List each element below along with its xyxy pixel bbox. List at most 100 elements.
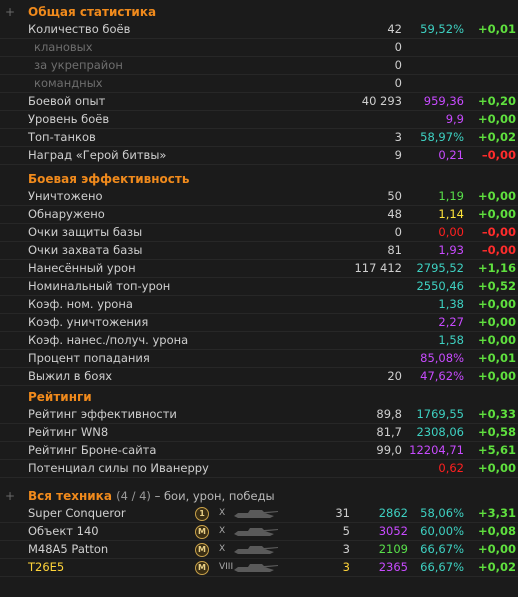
stat-delta: –0,00 (481, 243, 516, 257)
stat-average: 85,08% (420, 351, 464, 365)
stat-average: 12204,71 (409, 443, 464, 457)
stat-total: 20 (387, 369, 402, 383)
stat-average: 2,27 (438, 315, 464, 329)
stat-delta: +0,00 (477, 315, 516, 329)
stat-average: 58,97% (420, 130, 464, 144)
stat-total: 48 (387, 207, 402, 221)
stat-row: Рейтинг WN8 81,7 2308,06 +0,58 (0, 424, 518, 442)
stat-row: Рейтинг Броне-сайта 99,0 12204,71 +5,61 (0, 442, 518, 460)
vehicle-name: T26E5 (28, 560, 65, 574)
stat-label: командных (34, 76, 103, 90)
section-ratings: Рейтинги Рейтинг эффективности 89,8 1769,5… (0, 389, 518, 478)
vehicle-delta: +0,00 (477, 542, 516, 556)
vehicle-delta: +0,02 (477, 560, 516, 574)
stat-label: за укрепрайон (34, 58, 123, 72)
subtitle-text: – бои, урон, победы (154, 489, 275, 503)
stat-delta: –0,00 (481, 148, 516, 162)
stat-total: 99,0 (376, 443, 402, 457)
stat-row: за укрепрайон 0 (0, 57, 518, 75)
section-subtitle: (4 / 4) – бои, урон, победы (116, 489, 275, 503)
stat-average: 0,62 (438, 461, 464, 475)
stat-average: 47,62% (420, 369, 464, 383)
mastery-badge-icon: M (195, 543, 209, 557)
vehicle-damage: 2109 (378, 542, 408, 556)
stat-label: Боевой опыт (28, 94, 106, 108)
stat-row: Потенциал силы по Иванерру 0,62 +0,00 (0, 460, 518, 478)
stat-delta: +0,00 (477, 189, 516, 203)
stat-delta: +0,02 (477, 130, 516, 144)
stat-total: 0 (394, 76, 402, 90)
stat-average: 1,14 (438, 207, 464, 221)
stat-label: Коэф. нанес./получ. урона (28, 333, 189, 347)
stat-label: Нанесённый урон (28, 261, 136, 275)
vehicle-tier: X (219, 526, 226, 536)
section-header[interactable]: Боевая эффективность (0, 171, 518, 188)
stat-label: Наград «Герой битвы» (28, 148, 167, 162)
stat-average: 2550,46 (416, 279, 464, 293)
stat-average: 2795,52 (416, 261, 464, 275)
vehicle-battles: 3 (342, 560, 350, 574)
stat-label: Рейтинг Броне-сайта (28, 443, 157, 457)
stat-delta: +5,61 (477, 443, 516, 457)
vehicle-winrate: 66,67% (420, 560, 464, 574)
tank-icon (232, 507, 280, 524)
vehicle-count: (4 / 4) (116, 489, 151, 503)
expand-icon[interactable]: + (5, 5, 16, 19)
section-header[interactable]: + Общая статистика (0, 4, 518, 21)
stat-delta: +0,00 (477, 297, 516, 311)
stat-row: Уровень боёв 9,9 +0,00 (0, 111, 518, 129)
section-header[interactable]: + Вся техника (4 / 4) – бои, урон, побед… (0, 488, 518, 505)
stat-row: Уничтожено 50 1,19 +0,00 (0, 188, 518, 206)
stat-total: 40 293 (361, 94, 402, 108)
stat-average: 2308,06 (416, 425, 464, 439)
vehicle-tier: VIII (219, 562, 234, 572)
tank-icon (232, 561, 280, 578)
stat-delta: +0,00 (477, 369, 516, 383)
vehicle-row[interactable]: M48A5 Patton M X 3 2109 66,67% +0,00 (0, 541, 518, 559)
stat-row: Коэф. уничтожения 2,27 +0,00 (0, 314, 518, 332)
stat-delta: +0,33 (477, 407, 516, 421)
stat-row: Коэф. ном. урона 1,38 +0,00 (0, 296, 518, 314)
stat-total: 50 (387, 189, 402, 203)
stat-delta: –0,00 (481, 225, 516, 239)
section-general-stats: + Общая статистика Количество боёв 42 59,5… (0, 4, 518, 165)
stat-label: Очки захвата базы (28, 243, 143, 257)
stat-total: 42 (387, 22, 402, 36)
stat-delta: +0,52 (477, 279, 516, 293)
section-title: Рейтинги (28, 390, 92, 404)
stat-average: 1,19 (438, 189, 464, 203)
vehicle-row[interactable]: Объект 140 M X 5 3052 60,00% +0,08 (0, 523, 518, 541)
stat-row: клановых 0 (0, 39, 518, 57)
stat-delta: +0,20 (477, 94, 516, 108)
stat-total: 81,7 (376, 425, 402, 439)
stat-delta: +0,01 (477, 22, 516, 36)
vehicle-name: M48A5 Patton (28, 542, 109, 556)
expand-icon[interactable]: + (5, 489, 16, 503)
stats-table: Рейтинг эффективности 89,8 1769,55 +0,33 Рей… (0, 406, 518, 478)
stat-label: Выжил в боях (28, 369, 113, 383)
vehicle-row[interactable]: T26E5 M VIII 3 2365 66,67% +0,02 (0, 559, 518, 577)
stat-total: 9 (394, 148, 402, 162)
stat-row: Боевой опыт 40 293 959,36 +0,20 (0, 93, 518, 111)
stats-table: Уничтожено 50 1,19 +0,00 Обнаружено 48 1,14 +0,… (0, 188, 518, 386)
stat-average: 959,36 (423, 94, 464, 108)
stat-row: Наград «Герой битвы» 9 0,21 –0,00 (0, 147, 518, 165)
stat-row: Номинальный топ-урон 2550,46 +0,52 (0, 278, 518, 296)
stat-row: Топ-танков 3 58,97% +0,02 (0, 129, 518, 147)
vehicle-row[interactable]: Super Conqueror 1 X 31 2862 58,06% +3,31 (0, 505, 518, 523)
stat-label: Обнаружено (28, 207, 105, 221)
section-header[interactable]: Рейтинги (0, 389, 518, 406)
stat-average: 0,21 (438, 148, 464, 162)
stat-label: клановых (34, 40, 93, 54)
stat-average: 0,00 (438, 225, 464, 239)
stat-average: 9,9 (445, 112, 464, 126)
mastery-badge-icon: M (195, 525, 209, 539)
stat-label: Коэф. уничтожения (28, 315, 149, 329)
vehicle-name: Объект 140 (28, 524, 99, 538)
section-title: Вся техника (28, 489, 112, 503)
stat-average: 1,58 (438, 333, 464, 347)
stat-row: командных 0 (0, 75, 518, 93)
tank-icon (232, 525, 280, 542)
vehicle-name: Super Conqueror (28, 506, 126, 520)
stat-delta: +0,00 (477, 112, 516, 126)
